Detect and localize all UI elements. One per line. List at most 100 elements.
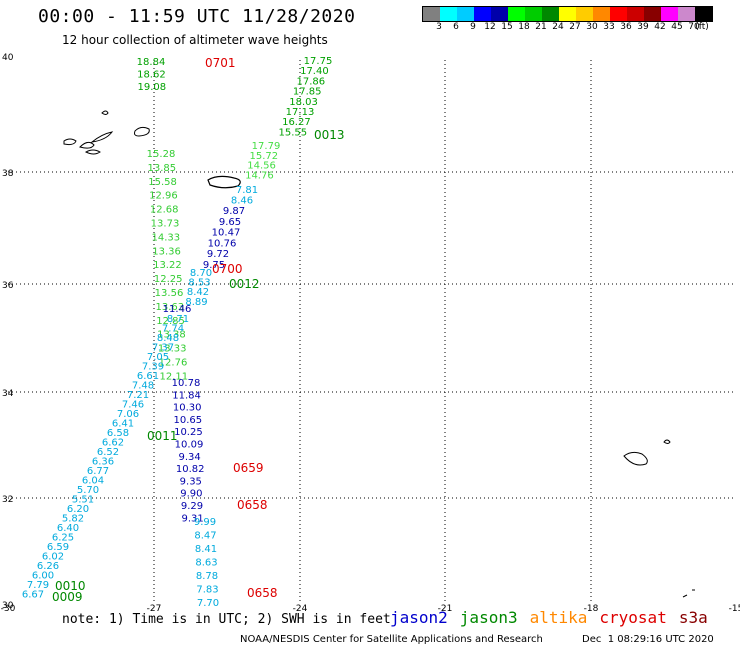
wave-height-value: 15.58 (148, 177, 177, 188)
wave-height-value: 7.74 (162, 324, 184, 335)
legend-label: 21 (535, 22, 547, 32)
pass-time-label: 0659 (233, 461, 264, 475)
wave-height-value: 10.25 (174, 427, 203, 438)
wave-height-value: 8.89 (185, 297, 207, 308)
island-3 (84, 149, 101, 155)
wave-height-value: 6.52 (97, 447, 119, 458)
wave-height-value: 12.25 (154, 274, 183, 285)
wave-height-value: 13.85 (147, 163, 176, 174)
wave-height-value: 8.46 (231, 196, 253, 207)
wave-height-value: 8.48 (157, 333, 179, 344)
wave-height-value: 6.26 (37, 561, 59, 572)
wave-height-value: 10.30 (173, 403, 202, 414)
legend-swatch (423, 7, 440, 21)
satellite-legend-s3a: s3a (678, 608, 708, 627)
legend-swatch (661, 7, 678, 21)
wave-height-value: 6.77 (87, 466, 109, 477)
satellite-legend: jason2 jason3 altika cryosat s3a (390, 608, 720, 627)
wave-height-value: 7.83 (196, 585, 218, 596)
island-9 (663, 439, 671, 444)
wave-height-value: 15.72 (249, 151, 278, 162)
wave-height-value: 17.86 (296, 76, 325, 87)
wave-height-value: 9.99 (194, 517, 216, 528)
wave-height-value: 6.67 (22, 590, 44, 601)
wave-height-value: 10.65 (173, 415, 202, 426)
wave-height-value: 6.00 (32, 571, 54, 582)
map-grid (8, 60, 736, 604)
wave-height-value: 6.36 (92, 457, 114, 468)
wave-height-value: 12.11 (159, 371, 188, 382)
satellite-legend-altika: altika (529, 608, 588, 627)
lon-label: -24 (293, 604, 308, 614)
lat-label: 32 (2, 495, 13, 505)
legend-swatch (593, 7, 610, 21)
wave-height-value: 7.48 (132, 381, 154, 392)
lat-label: 36 (2, 281, 14, 291)
pass-time-label: 0012 (229, 277, 260, 291)
wave-height-value: 10.78 (172, 378, 201, 389)
legend-swatch (542, 7, 559, 21)
wave-height-value: 7.21 (127, 390, 149, 401)
wave-height-value: 14.33 (151, 232, 180, 243)
wave-height-value: 6.40 (57, 523, 79, 534)
wave-height-value: 16.27 (282, 117, 311, 128)
wave-height-value: 13.63 (155, 302, 184, 313)
wave-height-value: 11.46 (163, 304, 192, 315)
credit-line: NOAA/NESDIS Center for Satellite Applica… (240, 634, 543, 645)
pass-time-label: 0658 (247, 586, 278, 600)
satellite-legend-jason2: jason2 (390, 608, 448, 627)
legend-label: (ft) (695, 22, 709, 32)
legend-swatch (559, 7, 576, 21)
legend-swatch (678, 7, 695, 21)
wave-height-value: 9.72 (207, 249, 229, 260)
satellite-legend-jason3: jason3 (459, 608, 518, 627)
wave-height-value: 8.78 (196, 571, 218, 582)
wave-height-value: 8.41 (195, 544, 217, 555)
satellite-legend-cryosat: cryosat (599, 608, 667, 627)
island-4 (90, 131, 114, 143)
pass-time-label: 0009 (52, 590, 83, 604)
wave-height-value: 10.76 (208, 238, 237, 249)
axis-labels: 40 38 36 34 32 30-30 -27 -24 -21 -18 -15 (1, 53, 740, 614)
wave-height-value: 6.20 (67, 504, 89, 515)
island-10 (682, 594, 688, 598)
wave-height-value: 13.56 (155, 288, 184, 299)
pass-time-label: 0658 (237, 498, 268, 512)
wave-height-value: 12.68 (150, 205, 179, 216)
wave-height-value: 13.36 (152, 246, 181, 257)
wave-height-value: 7.79 (27, 580, 49, 591)
island-7 (207, 175, 241, 189)
pass-time-label: 0013 (314, 128, 345, 142)
wave-height-value: 6.04 (82, 476, 104, 487)
color-scale-legend (422, 6, 713, 22)
wave-height-value: 6.62 (102, 438, 124, 449)
wave-height-value: 5.51 (72, 495, 94, 506)
legend-label: 70 (688, 22, 700, 32)
wave-height-value: 6.58 (107, 428, 129, 439)
legend-label: 30 (586, 22, 598, 32)
lat-label: 30 (2, 601, 14, 611)
legend-swatch (457, 7, 474, 21)
wave-height-value: 17.40 (300, 66, 329, 77)
legend-label: 39 (637, 22, 649, 32)
landmasses (63, 110, 695, 598)
wave-height-value: 14.76 (245, 170, 274, 181)
pass-time-label: 0011 (147, 429, 178, 443)
legend-swatch (644, 7, 661, 21)
lon-label: -15 (729, 604, 740, 614)
wave-height-value: 7.37 (152, 343, 174, 354)
wave-height-value: 10.09 (175, 440, 204, 451)
lon-label: -21 (438, 604, 453, 614)
wave-height-value: 6.41 (112, 419, 134, 430)
wave-height-value: 12.76 (159, 358, 188, 369)
wave-height-value: 8.71 (167, 314, 189, 325)
wave-height-value: 9.35 (180, 476, 202, 487)
pass-time-label: 0010 (55, 579, 86, 593)
legend-swatch (508, 7, 525, 21)
lat-label: 34 (2, 389, 14, 399)
legend-label: 45 (671, 22, 683, 32)
legend-label: 42 (654, 22, 666, 32)
wave-height-value: 19.08 (137, 82, 166, 93)
